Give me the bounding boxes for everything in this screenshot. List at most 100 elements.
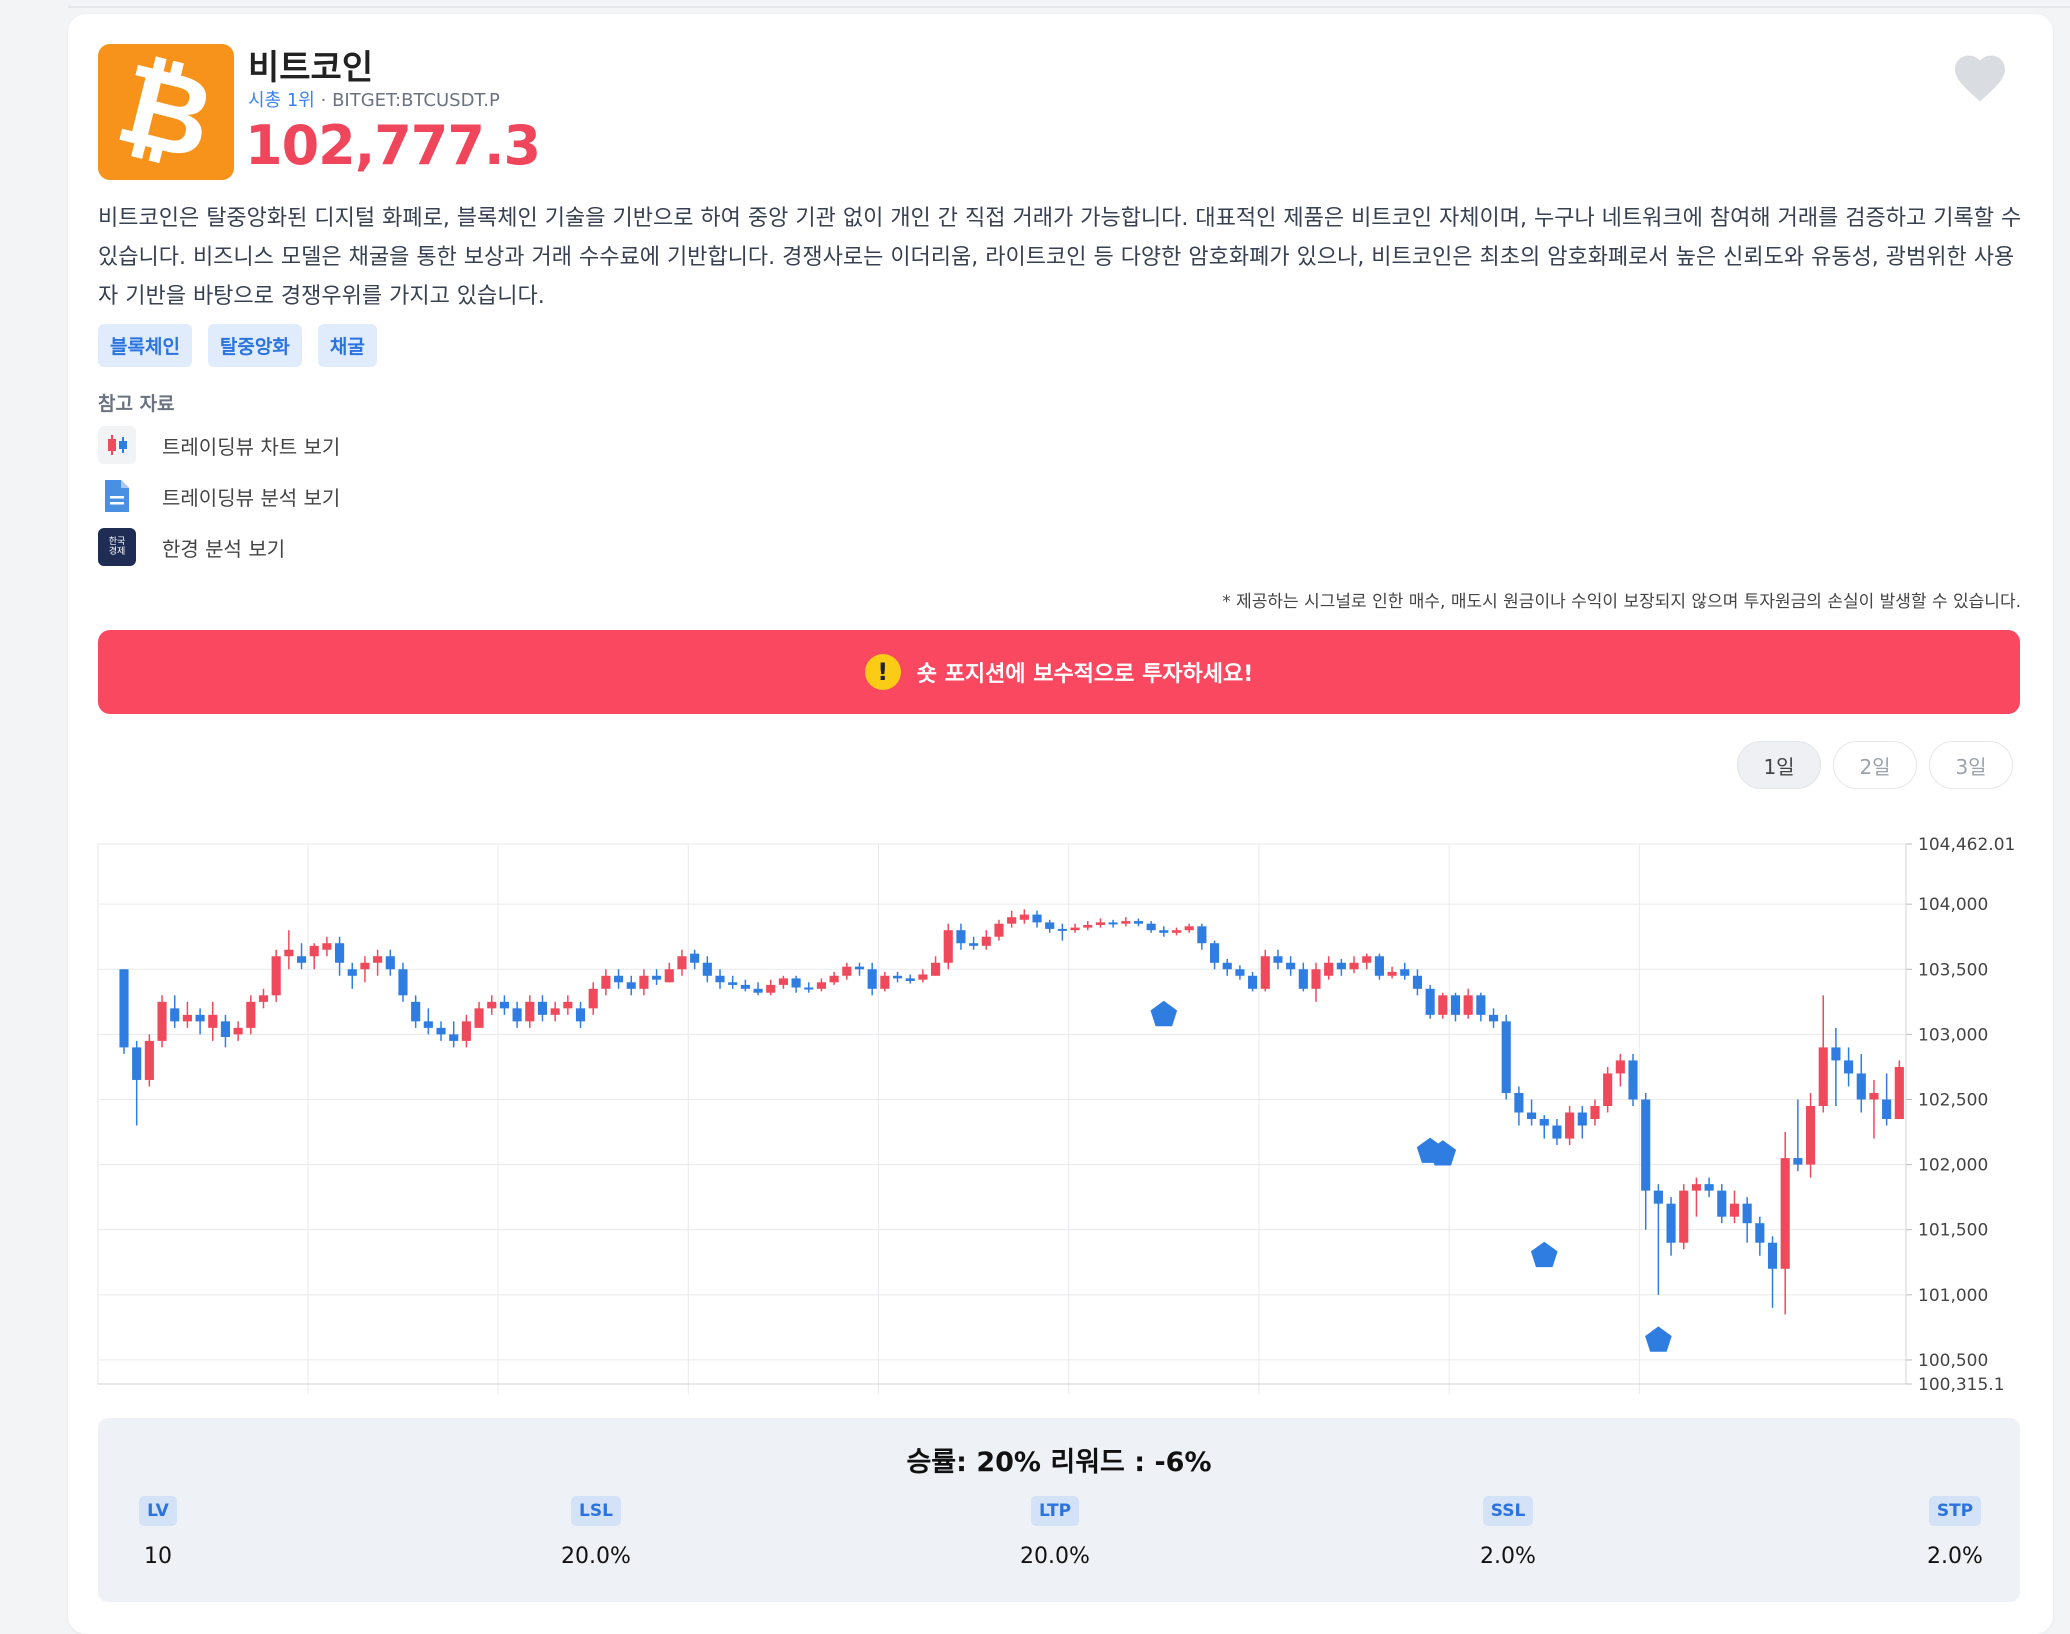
candle-body [1336,962,1346,970]
short-signal-marker [1429,1140,1457,1166]
candle-body [1805,1105,1816,1165]
candle [335,936,345,976]
candle [157,995,167,1048]
coin-subtitle: 시총 1위 · BITGET:BTCUSDT.P [248,86,500,112]
candle-body [1679,1190,1689,1243]
candle [1552,1119,1562,1146]
candle [1209,940,1220,970]
tag-chip[interactable]: 탈중앙화 [207,324,302,367]
candle-body [1045,922,1055,929]
candle [1298,962,1308,992]
hankyung-logo-icon: 한국 경제 [98,528,136,566]
candle [1717,1184,1727,1224]
reference-link-hankyung-analysis[interactable]: 한국 경제 한경 분석 보기 [98,528,285,566]
stat-label: LTP [1030,1496,1080,1526]
candle-body [347,969,357,976]
stat-value: 10 [144,1544,172,1569]
period-button-2d[interactable]: 2일 [1833,741,1917,789]
candle [271,949,281,1002]
candle [220,1014,231,1048]
candle-body [1780,1158,1790,1269]
warning-icon: ! [864,654,901,690]
candle [956,923,966,950]
candle [1412,969,1423,996]
candle-body [1590,1105,1600,1120]
candle-body [981,936,991,946]
favorite-heart-icon[interactable] [1950,48,2010,108]
candle [1260,949,1270,992]
tag-chip[interactable]: 채굴 [317,324,377,367]
candle [613,969,624,989]
candle [1450,992,1461,1022]
investment-disclaimer: * 제공하는 시그널로 인한 매수, 매도시 원금이나 수익이 보장되지 않으며… [1222,592,2021,612]
candle-body [385,956,395,970]
coin-name: 비트코인 [248,48,374,88]
candle-body [1844,1060,1854,1074]
reference-link-tradingview-chart[interactable]: 트레이딩뷰 차트 보기 [98,426,340,464]
candle-body [1209,943,1220,963]
candle-body [1222,962,1232,970]
candle-body [1108,922,1118,925]
candle-body [119,969,129,1048]
reference-link-tradingview-analysis[interactable]: 트레이딩뷰 분석 보기 [98,477,340,515]
tag-chip[interactable]: 블록체인 [98,324,192,367]
candle-body [1717,1190,1727,1217]
candle [1184,923,1194,933]
candle-body [1387,971,1397,976]
candle [449,1021,459,1048]
candle-body [753,988,763,993]
candle [296,943,307,970]
candle [1641,1092,1651,1230]
stat-label: SSL [1482,1496,1534,1526]
candle [575,1001,586,1028]
candle-body [1298,969,1308,989]
candle-body [487,1001,497,1009]
y-tick-label: 102,500 [1918,1090,1988,1110]
candle-body [1159,930,1169,933]
candle-body [1349,962,1359,970]
candle [1095,918,1105,928]
candle-body [956,930,966,944]
candle [931,956,941,976]
candle-body [854,966,865,970]
candle-body [816,982,827,989]
candle-body [1476,995,1486,1015]
candle-body [1260,956,1270,989]
candle [816,978,827,992]
y-tick-label: 102,000 [1918,1156,1988,1176]
candle-body [639,975,649,989]
candle-body [1235,969,1245,976]
candle-body [766,984,776,993]
candle-body [436,1027,446,1035]
candle [1818,995,1828,1113]
candle [246,995,256,1035]
candle [1742,1197,1752,1243]
candle-body [1171,930,1182,933]
candle [1539,1115,1549,1139]
candle-body [449,1034,459,1041]
candle [1070,923,1080,933]
current-price: 102,777.3 [245,114,541,177]
candle [588,982,598,1015]
candle [1019,909,1029,924]
candle-body [220,1021,231,1037]
y-tick-label: 104,462.01 [1918,835,2015,855]
candle-body [1133,921,1144,924]
period-button-3d[interactable]: 3일 [1929,741,2013,789]
candle-body [1095,922,1105,925]
candle [1767,1236,1778,1308]
candle-body [474,1008,484,1028]
y-tick-label: 103,500 [1918,960,1988,980]
candle-body [1818,1047,1828,1106]
candle-body [1552,1125,1562,1139]
candle-body [195,1014,205,1022]
period-selector: 1일 2일 3일 [1737,741,2013,789]
candle-body [1019,914,1029,920]
period-button-1d[interactable]: 1일 [1737,741,1821,789]
candle [1222,958,1232,976]
candle-body [1666,1203,1676,1243]
candle [1894,1060,1904,1120]
candle-body [728,982,738,985]
candle-body [512,1008,522,1022]
candle-body [411,1001,421,1022]
